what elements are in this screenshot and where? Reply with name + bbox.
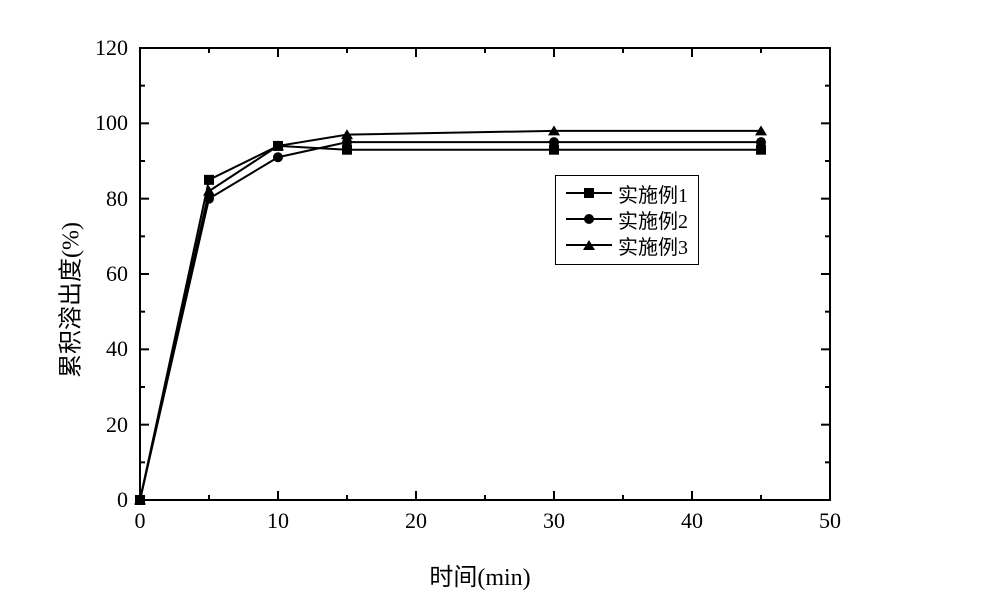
x-axis-title: 时间(min) [429,557,530,592]
y-tick-label: 40 [106,336,128,362]
x-tick-label: 20 [405,508,427,534]
legend-line-icon [566,192,612,194]
legend: 实施例1实施例2实施例3 [555,175,699,265]
y-tick-label: 20 [106,412,128,438]
legend-item: 实施例1 [566,180,688,206]
legend-label: 实施例2 [618,205,688,234]
chart-container: 累积溶出度(%) 时间(min) 0 10 20 30 40 50 0 20 40 60 80 100… [0,0,1000,603]
x-tick-label: 10 [267,508,289,534]
legend-label: 实施例3 [618,231,688,260]
legend-item: 实施例2 [566,206,688,232]
legend-item: 实施例3 [566,232,688,258]
y-tick-label: 100 [95,110,128,136]
y-tick-label: 80 [106,186,128,212]
x-tick-label: 50 [819,508,841,534]
y-tick-label: 120 [95,35,128,61]
legend-line-icon [566,218,612,220]
y-axis-title: 累积溶出度(%) [51,222,86,378]
x-tick-label: 0 [135,508,146,534]
y-tick-label: 60 [106,261,128,287]
x-tick-label: 30 [543,508,565,534]
legend-marker-icon [584,214,594,224]
legend-line-icon [566,244,612,246]
chart-svg [0,0,1000,603]
y-tick-label: 0 [117,487,128,513]
legend-marker-icon [584,188,594,198]
legend-marker-icon [583,240,595,250]
legend-label: 实施例1 [618,179,688,208]
x-tick-label: 40 [681,508,703,534]
